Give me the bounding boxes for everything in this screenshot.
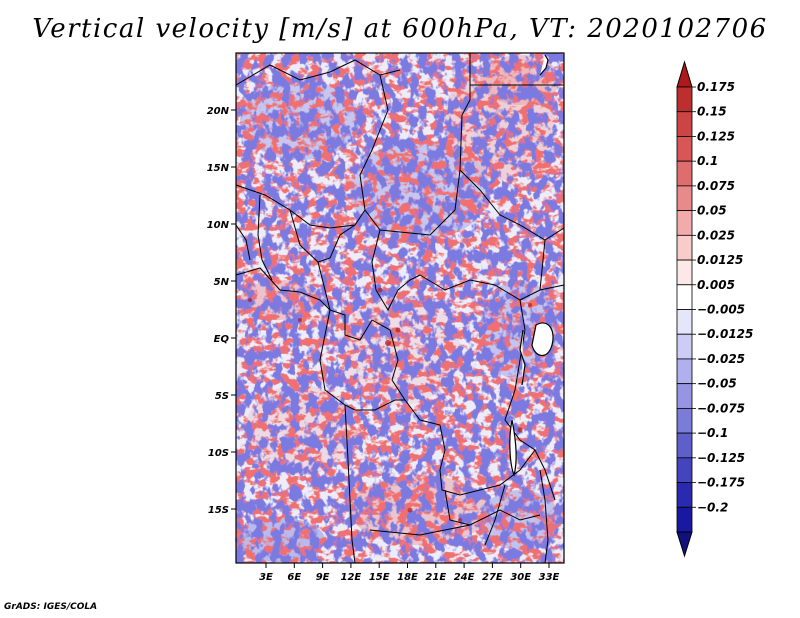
colorbar-swatch: [676, 86, 693, 113]
colorbar-label: −0.075: [697, 401, 745, 415]
colorbar-top-arrow: [676, 60, 693, 88]
colorbar-label: −0.005: [697, 303, 745, 317]
colorbar-label: 0.025: [697, 228, 735, 242]
colorbar-bottom-arrow: [676, 531, 693, 558]
lon-label: 24E: [454, 572, 475, 583]
colorbar-label: −0.125: [697, 451, 745, 465]
lon-label: 3E: [259, 572, 273, 583]
colorbar-swatch: [676, 506, 693, 533]
colorbar-swatch: [676, 234, 693, 261]
colorbar-label: 0.125: [697, 129, 735, 143]
colorbar-swatch: [676, 432, 693, 459]
colorbar-label: −0.2: [697, 500, 728, 514]
colorbar-label: 0.005: [697, 278, 735, 292]
latitude-axis: 20N 15N 10N 5N EQ 5S 10S 15S: [207, 106, 236, 516]
lon-label: 15E: [369, 572, 390, 583]
colorbar-swatch: [676, 333, 693, 360]
colorbar-swatch: [676, 210, 693, 236]
colorbar-label: 0.05: [697, 204, 727, 218]
lat-label: 15S: [208, 505, 229, 516]
velocity-field: [235, 53, 564, 563]
map-frame: [235, 52, 565, 564]
colorbar-label: −0.1: [697, 426, 728, 440]
colorbar-label: −0.175: [697, 476, 745, 490]
lon-label: 21E: [425, 572, 446, 583]
colorbar-swatch: [676, 358, 693, 385]
lat-label: EQ: [214, 334, 230, 345]
lon-label: 6E: [287, 572, 301, 583]
lon-label: 12E: [341, 572, 362, 583]
colorbar-label: 0.1: [697, 154, 718, 168]
colorbar: 0.175 0.15 0.125 0.1 0.075 0.05 0.025 0.0125 0.0…: [676, 60, 753, 558]
lon-label: 9E: [316, 572, 330, 583]
colorbar-swatch: [676, 383, 693, 409]
colorbar-swatch: [676, 407, 693, 434]
colorbar-swatch: [676, 309, 693, 335]
colorbar-swatch: [676, 185, 693, 212]
colorbar-swatch: [676, 284, 693, 310]
lat-label: 10N: [207, 220, 230, 231]
chart-title: Vertical velocity [m/s] at 600hPa, VT: 2…: [32, 14, 768, 44]
lakes: [509, 54, 554, 477]
lon-label: 33E: [539, 572, 560, 583]
longitude-axis: 3E 6E 9E 12E 15E 18E 21E 24E 27E 30E 33E: [259, 563, 560, 583]
lon-label: 18E: [397, 572, 418, 583]
colorbar-swatch: [676, 259, 693, 286]
grads-credit: GrADS: IGES/COLA: [4, 602, 98, 612]
colorbar-swatch: [676, 136, 693, 162]
lat-label: 5N: [214, 277, 230, 288]
colorbar-label: −0.025: [697, 352, 745, 366]
borders: [235, 53, 565, 564]
lon-label: 30E: [510, 572, 531, 583]
colorbar-swatch: [676, 111, 693, 137]
colorbar-swatch: [676, 457, 693, 483]
colorbar-label: −0.0125: [697, 327, 753, 341]
colorbar-label: −0.05: [697, 377, 737, 391]
lat-label: 10S: [208, 448, 229, 459]
lat-label: 5S: [215, 391, 229, 402]
lat-label: 20N: [207, 106, 230, 117]
lon-label: 27E: [482, 572, 503, 583]
colorbar-label: 0.15: [697, 105, 727, 119]
colorbar-swatch: [676, 482, 693, 508]
colorbar-label: 0.0125: [697, 253, 743, 267]
colorbar-label: 0.175: [697, 80, 735, 94]
colorbar-label: 0.075: [697, 179, 735, 193]
lat-label: 15N: [207, 163, 230, 174]
colorbar-swatch: [676, 160, 693, 187]
